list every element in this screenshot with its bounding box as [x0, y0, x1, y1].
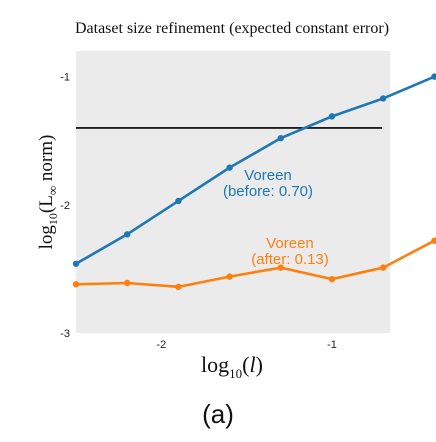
- series-label-line: (before: 0.70): [223, 183, 313, 200]
- x-tick-labels: -2 -1: [156, 339, 336, 351]
- series-line: [75, 75, 435, 265]
- series-label-line: (after: 0.13): [251, 251, 329, 268]
- series-label-line: Voreen: [244, 167, 292, 184]
- x-tick-label: -2: [156, 339, 166, 351]
- data-point: [379, 264, 387, 271]
- y-tick-label: -2: [60, 200, 70, 212]
- data-point: [328, 275, 336, 283]
- y-tick-labels: -1 -2 -3: [60, 72, 70, 340]
- y-tick-label: -3: [60, 328, 70, 340]
- data-point: [379, 95, 387, 102]
- chart-title: Dataset size refinement (expected consta…: [75, 20, 389, 37]
- series-line: [75, 239, 435, 289]
- panel-label: (a): [202, 399, 234, 429]
- data-point: [123, 279, 131, 287]
- series-label: Voreen (after: 0.13): [251, 235, 329, 268]
- data-point: [226, 164, 233, 171]
- data-point: [123, 231, 131, 238]
- data-point: [226, 273, 233, 280]
- data-point: [175, 197, 182, 205]
- data-point: [72, 281, 80, 288]
- data-point: [328, 113, 336, 120]
- series-layer: Voreen (before: 0.70)Voreen (after: 0.13): [72, 73, 436, 291]
- series-label: Voreen (before: 0.70): [223, 167, 313, 200]
- data-point: [431, 237, 436, 244]
- x-axis-label: log10(l): [201, 352, 263, 381]
- data-point: [431, 73, 436, 80]
- y-tick-label: -1: [60, 72, 70, 84]
- data-point: [277, 134, 284, 142]
- data-point: [277, 264, 284, 271]
- data-point: [175, 283, 182, 291]
- series-2: Voreen (after: 0.13): [72, 235, 436, 291]
- x-tick-label: -1: [327, 339, 337, 351]
- y-axis-label: log10(L∞ norm): [36, 135, 60, 250]
- data-point: [72, 260, 80, 267]
- series-label-line: Voreen: [266, 235, 314, 252]
- series-1: Voreen (before: 0.70): [72, 73, 436, 267]
